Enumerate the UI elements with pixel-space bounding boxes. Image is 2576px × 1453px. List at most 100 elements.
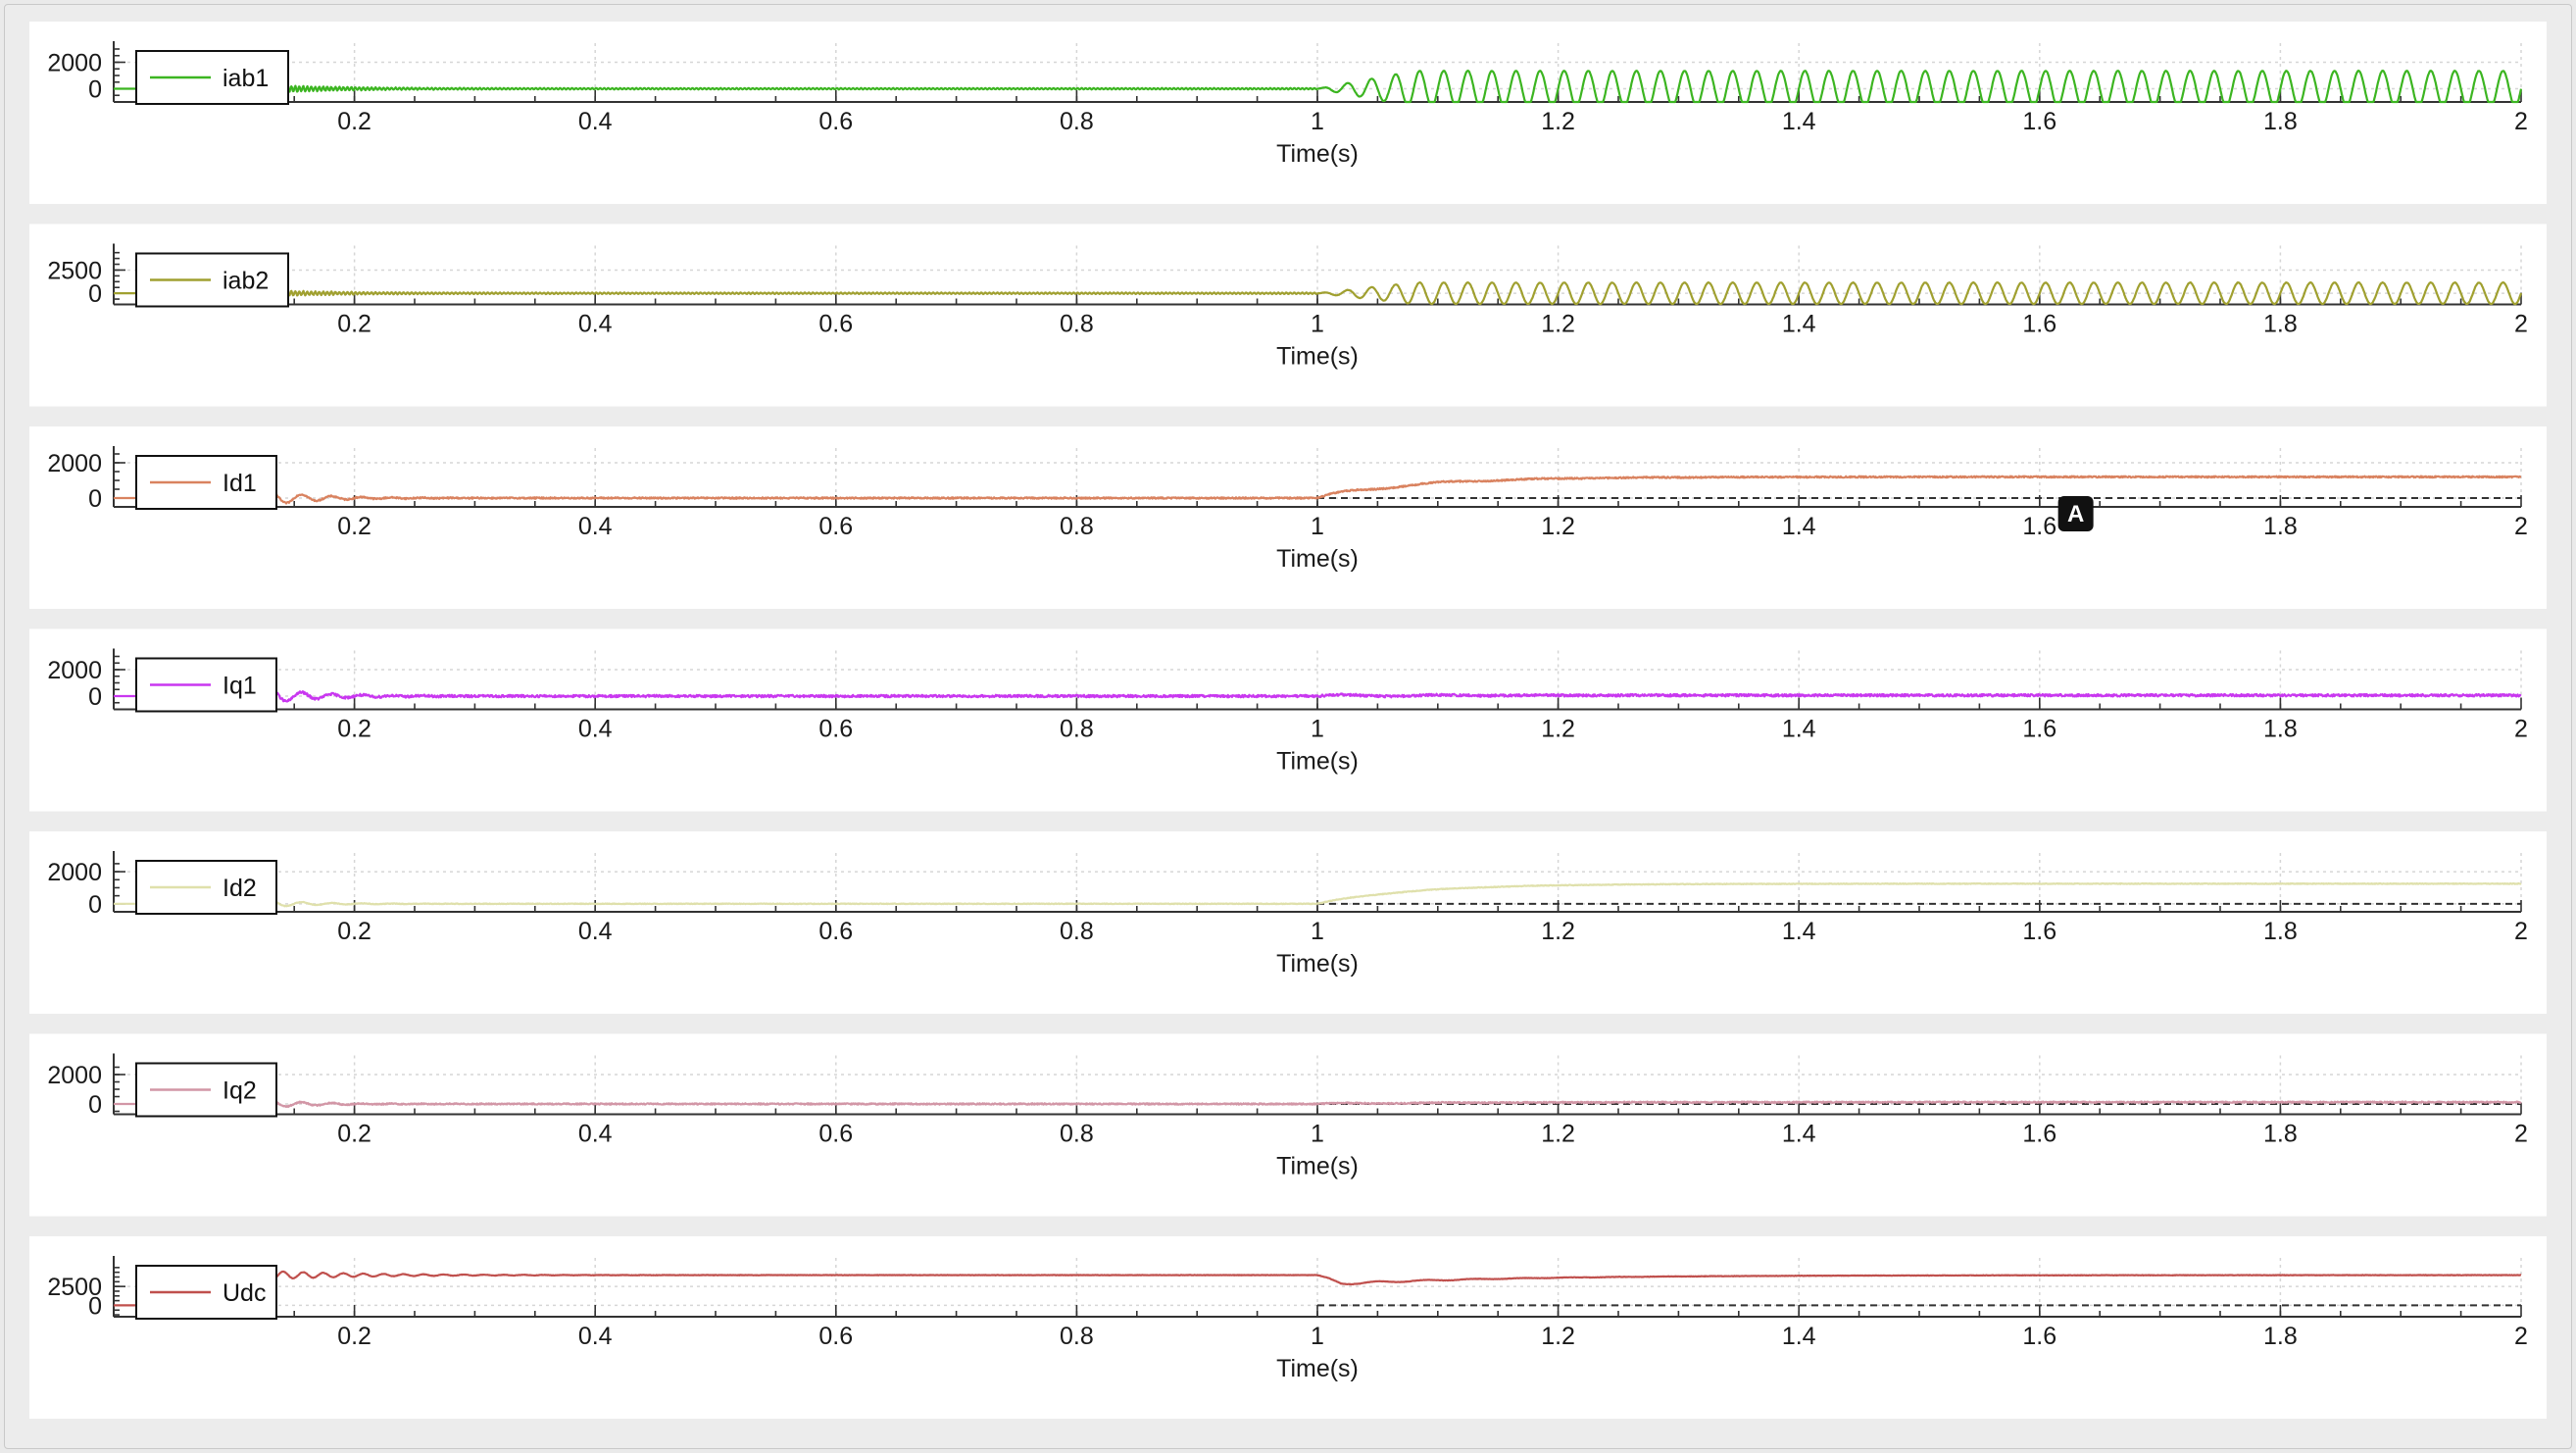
x-tick-label: 0.2 (337, 1323, 372, 1350)
x-tick-label: 0.4 (578, 716, 613, 743)
y-tick-label: 0 (88, 1091, 102, 1119)
x-tick-label: 1 (1311, 918, 1324, 945)
x-tick-label: 0.8 (1060, 108, 1094, 135)
y-tick-label: 2500 (47, 257, 102, 284)
x-tick-label: 0.4 (578, 918, 613, 945)
x-tick-label: 1 (1311, 513, 1324, 540)
cursor-label: A (2067, 501, 2084, 527)
chart-panel-3: 0.2 0.4 0.6 0.8 1 1.2 1.4 1.6 1.8 2 2000 0 Id1 Time(s… (29, 426, 2547, 609)
series-line-Id2 (113, 867, 2522, 909)
x-tick-label: 0.6 (818, 311, 853, 338)
x-tick-label: 1.4 (1782, 716, 1816, 743)
x-tick-label: 0.6 (818, 716, 853, 743)
x-tick-label: 0.2 (337, 108, 372, 135)
legend-label: Id1 (223, 470, 257, 497)
legend[interactable]: Udc (135, 1265, 277, 1320)
y-tick-label: 2000 (47, 50, 102, 77)
x-tick-label: 1.6 (2022, 513, 2056, 540)
legend-label: iab2 (223, 268, 269, 295)
x-tick-label: 0.8 (1060, 1323, 1094, 1350)
x-tick-label: 1.4 (1782, 918, 1816, 945)
x-tick-label: 1 (1311, 1121, 1324, 1148)
panel-background (29, 831, 2547, 1014)
y-tick-label: 0 (88, 891, 102, 919)
x-tick-label: 1.8 (2263, 716, 2298, 743)
x-tick-label: 2 (2514, 1121, 2528, 1148)
legend[interactable]: Id1 (135, 455, 277, 510)
y-tick-label: 2000 (47, 859, 102, 886)
x-axis-label: Time(s) (1276, 140, 1359, 168)
x-tick-label: 1.2 (1541, 1323, 1575, 1350)
x-tick-label: 1.2 (1541, 513, 1575, 540)
panel-background (29, 1033, 2547, 1217)
x-tick-label: 0.8 (1060, 513, 1094, 540)
series-line-Iq2 (113, 1073, 2522, 1109)
x-tick-label: 0.8 (1060, 716, 1094, 743)
legend[interactable]: Iq2 (135, 1062, 277, 1118)
x-tick-label: 0.2 (337, 513, 372, 540)
y-tick-label: 0 (88, 76, 102, 104)
x-tick-label: 0.6 (818, 1121, 853, 1148)
x-tick-label: 1.8 (2263, 1121, 2298, 1148)
x-axis-label: Time(s) (1276, 950, 1359, 977)
x-tick-label: 1.4 (1782, 513, 1816, 540)
x-axis-label: Time(s) (1276, 1355, 1359, 1382)
x-tick-label: 0.2 (337, 311, 372, 338)
x-tick-label: 1.2 (1541, 716, 1575, 743)
y-tick-label: 2500 (47, 1274, 102, 1301)
panel-background (29, 224, 2547, 407)
series-line-Udc (113, 1269, 2522, 1307)
x-tick-label: 0.6 (818, 513, 853, 540)
x-tick-label: 0.6 (818, 1323, 853, 1350)
x-tick-label: 1.8 (2263, 918, 2298, 945)
x-tick-label: 1 (1311, 716, 1324, 743)
legend[interactable]: iab1 (135, 50, 289, 105)
x-tick-label: 0.8 (1060, 311, 1094, 338)
series-line-Iq1 (113, 667, 2522, 706)
legend-label: Iq2 (223, 1077, 257, 1105)
legend[interactable]: Iq1 (135, 657, 277, 713)
x-tick-label: 1 (1311, 311, 1324, 338)
x-axis-label: Time(s) (1276, 545, 1359, 573)
y-tick-label: 0 (88, 1292, 102, 1320)
series-line-iab2 (113, 259, 2523, 306)
x-tick-label: 0.8 (1060, 918, 1094, 945)
y-tick-label: 0 (88, 683, 102, 711)
x-tick-label: 1.2 (1541, 918, 1575, 945)
chart-panel-5: 0.2 0.4 0.6 0.8 1 1.2 1.4 1.6 1.8 2 2000 0 Id2 Time(s… (29, 831, 2547, 1014)
x-tick-label: 1.8 (2263, 1323, 2298, 1350)
y-tick-label: 2000 (47, 657, 102, 684)
legend-label: iab1 (223, 65, 269, 92)
y-tick-label: 2000 (47, 1062, 102, 1089)
panel-background (29, 426, 2547, 609)
x-tick-label: 2 (2514, 1323, 2528, 1350)
x-tick-label: 1.4 (1782, 311, 1816, 338)
x-tick-label: 0.4 (578, 1121, 613, 1148)
x-tick-label: 1.8 (2263, 513, 2298, 540)
x-tick-label: 1.2 (1541, 311, 1575, 338)
x-tick-label: 0.4 (578, 311, 613, 338)
x-tick-label: 1.8 (2263, 311, 2298, 338)
x-tick-label: 1.4 (1782, 1121, 1816, 1148)
x-tick-label: 2 (2514, 716, 2528, 743)
legend-label: Udc (223, 1279, 266, 1307)
cursor-marker[interactable]: A (2057, 496, 2094, 531)
x-tick-label: 1.6 (2022, 1323, 2056, 1350)
legend[interactable]: iab2 (135, 252, 289, 308)
legend-label: Id2 (223, 875, 257, 902)
x-tick-label: 2 (2514, 311, 2528, 338)
x-tick-label: 1.6 (2022, 108, 2056, 135)
x-tick-label: 0.2 (337, 716, 372, 743)
panel-background (29, 22, 2547, 204)
x-tick-label: 0.6 (818, 108, 853, 135)
x-tick-label: 2 (2514, 513, 2528, 540)
legend-label: Iq1 (223, 673, 257, 700)
legend[interactable]: Id2 (135, 860, 277, 915)
x-axis-label: Time(s) (1276, 343, 1359, 371)
panel-background (29, 1236, 2547, 1419)
x-tick-label: 0.8 (1060, 1121, 1094, 1148)
